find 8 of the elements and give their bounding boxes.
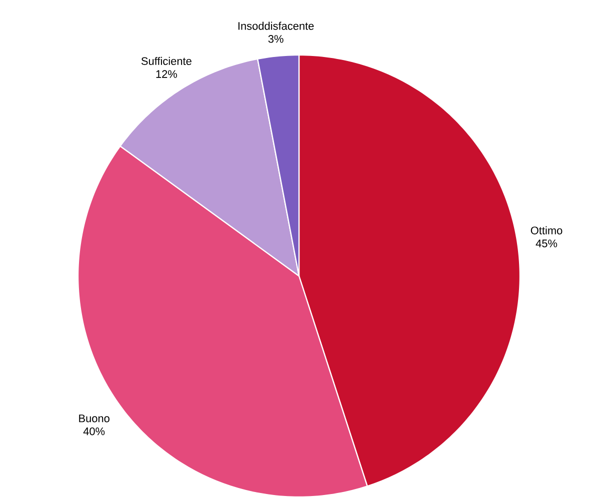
data-label: 3%	[268, 35, 284, 43]
data-label: 12%	[156, 70, 177, 78]
slice-label: Buono	[79, 414, 110, 422]
slice-label: Sufficiente	[141, 56, 192, 65]
slice-label: Ottimo	[530, 226, 562, 234]
data-label: 45%	[536, 240, 558, 248]
slice-label: Insoddisfacente	[238, 22, 314, 30]
data-label: 40%	[83, 427, 105, 436]
